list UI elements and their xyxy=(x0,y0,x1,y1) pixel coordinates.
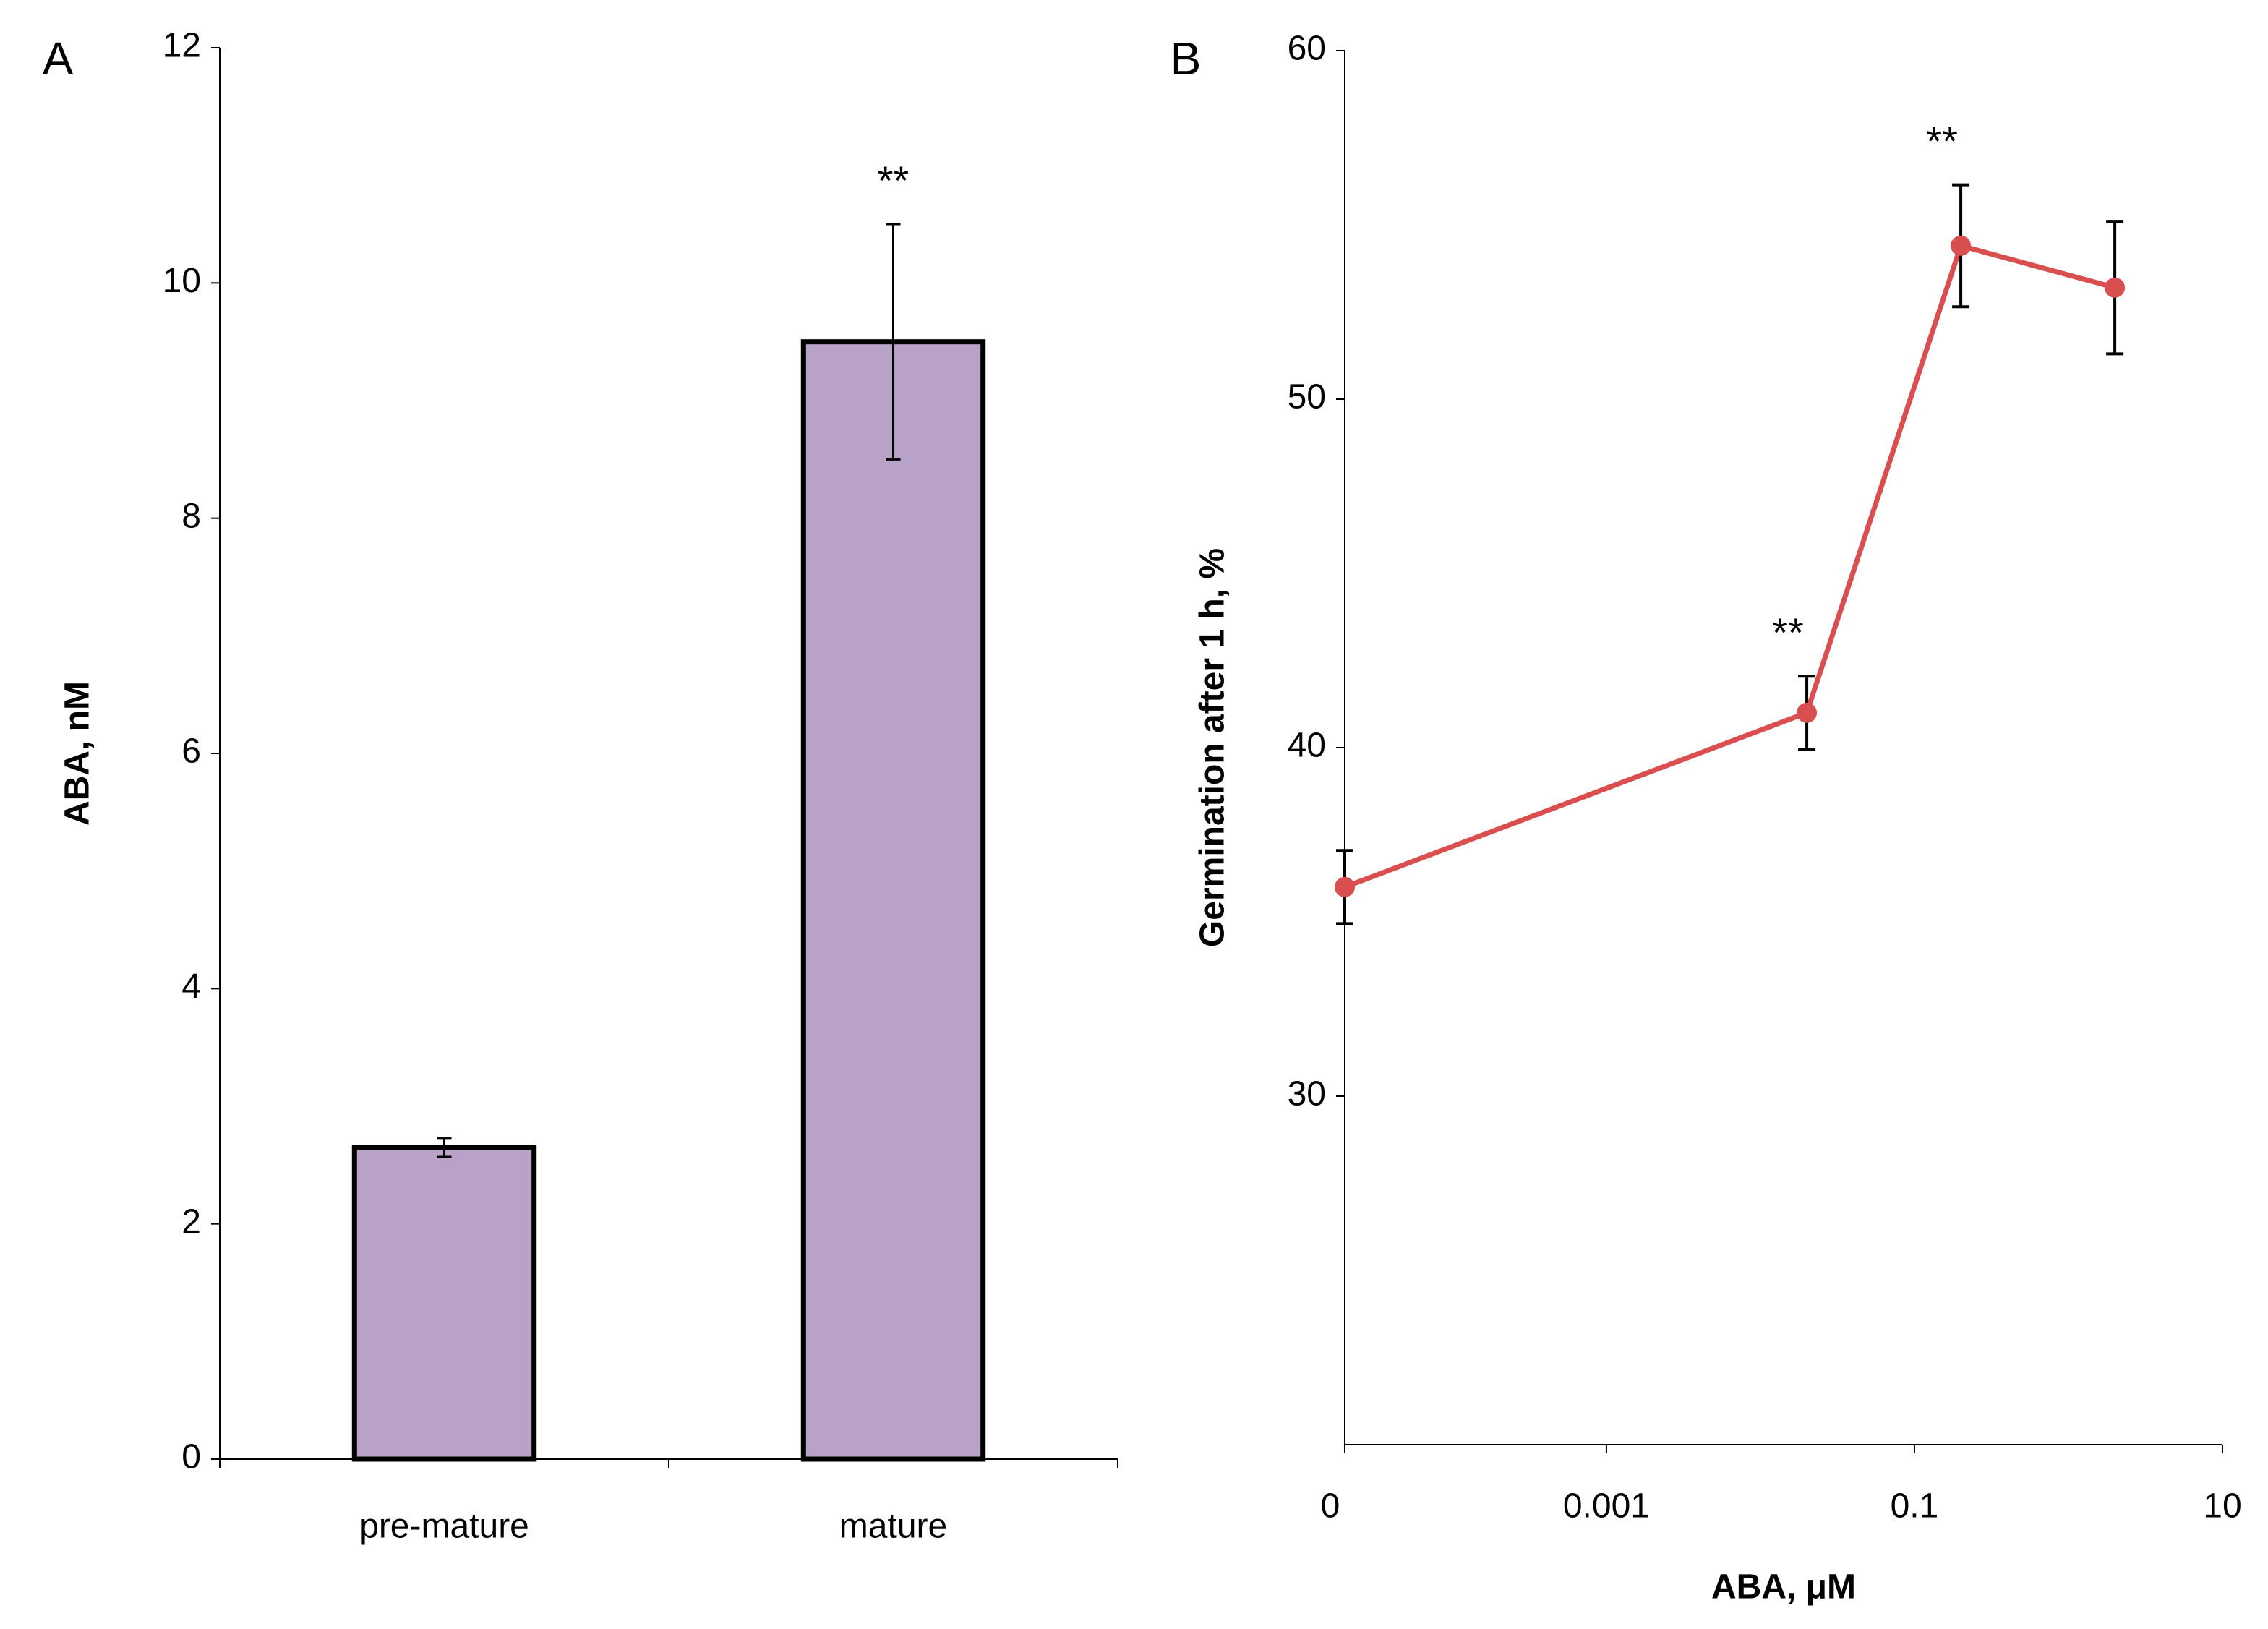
point xyxy=(1951,235,1972,256)
y-tick-label: 30 xyxy=(1288,1075,1326,1113)
x-tick-label: mature xyxy=(839,1508,947,1546)
x-tick-label: 10 xyxy=(2203,1487,2241,1526)
annotation: ** xyxy=(878,158,910,203)
y-tick-label: 60 xyxy=(1288,30,1326,68)
error-bar xyxy=(437,1137,452,1158)
x-tick-label: pre-mature xyxy=(359,1508,529,1546)
y-tick-label: 10 xyxy=(163,262,201,300)
panel-label: A xyxy=(43,33,74,85)
y-axis-label: ABA, nM xyxy=(59,681,97,826)
annotation: ** xyxy=(1926,118,1958,163)
y-tick-label: 4 xyxy=(181,967,201,1006)
y-tick-label: 8 xyxy=(181,497,201,535)
bar xyxy=(800,339,986,1462)
y-tick-label: 12 xyxy=(163,27,201,65)
y-tick-label: 6 xyxy=(181,732,201,771)
y-axis-label: Germination after 1 h, % xyxy=(1194,548,1232,947)
y-tick-label: 40 xyxy=(1288,727,1326,765)
y-tick-label: 0 xyxy=(181,1438,201,1476)
bar xyxy=(351,1145,537,1462)
line xyxy=(1343,242,2116,890)
point xyxy=(1797,702,1818,723)
panel-label: B xyxy=(1171,33,1202,85)
x-axis-label: ABA, μM xyxy=(1711,1568,1856,1607)
x-tick-label: 0 xyxy=(1321,1487,1340,1526)
x-tick-label: 0.1 xyxy=(1891,1487,1939,1526)
point xyxy=(1335,876,1355,897)
annotation: ** xyxy=(1772,610,1804,655)
y-tick-label: 50 xyxy=(1288,378,1326,416)
x-tick-label: 0.001 xyxy=(1563,1487,1650,1526)
error-bar xyxy=(886,223,901,461)
point xyxy=(2105,277,2126,298)
y-tick-label: 2 xyxy=(181,1202,201,1241)
